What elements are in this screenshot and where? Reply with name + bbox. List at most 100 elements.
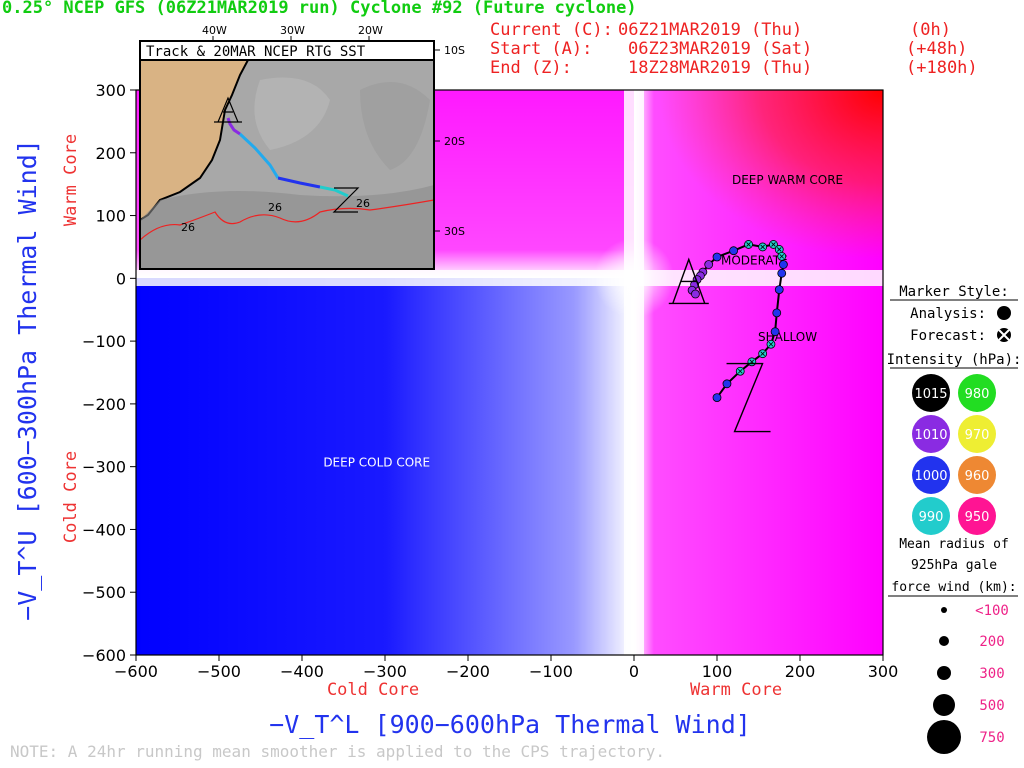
track-point <box>777 268 787 278</box>
y-ticks: 300 200 100 0 −100 −200 −300 −400 −500 −600 <box>82 81 136 665</box>
x-cold-core-label: Cold Core <box>327 680 419 700</box>
x-tick-label: 0 <box>629 662 639 681</box>
track-point <box>766 339 776 349</box>
y-tick-label: 0 <box>116 269 126 288</box>
legend-forecast-label: Forecast: <box>910 328 986 344</box>
radius-swatch-label: 500 <box>979 698 1004 714</box>
legend-radius-title-1: Mean radius of <box>899 537 1009 552</box>
x-ticks: −600 −500 −400 −300 −200 −100 0 100 200 300 <box>114 655 898 681</box>
track-point <box>779 260 788 269</box>
track-point <box>744 240 753 249</box>
legend-radius-title-2: 925hPa gale <box>911 558 997 573</box>
y-tick-label: −500 <box>82 583 126 602</box>
end-marker-Z <box>726 362 771 433</box>
x-tick-label: −500 <box>197 662 241 681</box>
legend-analysis-label: Analysis: <box>910 306 986 322</box>
y-axis-title: −V_T^U [600−300hPa Thermal Wind] <box>13 139 42 621</box>
sst-label-3: 26 <box>356 197 370 210</box>
radius-swatch: <100 <box>941 603 1009 619</box>
radius-swatch: 300 <box>937 666 1005 682</box>
y-tick-label: −300 <box>82 458 126 477</box>
intensity-swatch-label: 980 <box>965 387 990 402</box>
radius-swatch-label: 750 <box>979 730 1004 746</box>
cyclone-track <box>687 240 788 403</box>
end-value: 18Z28MAR2019 (Thu) <box>628 58 813 78</box>
x-tick-label: −400 <box>280 662 324 681</box>
radius-swatch: 750 <box>927 720 1005 754</box>
intensity-swatch: 950 <box>958 497 996 535</box>
intensity-swatch: 1010 <box>912 415 950 453</box>
track-point <box>691 289 700 299</box>
inset-lat-10s: 10S <box>444 44 465 57</box>
region-label: SHALLOW <box>758 330 817 344</box>
intensity-swatch: 1000 <box>912 456 950 494</box>
x-tick-label: 200 <box>785 662 816 681</box>
y-warm-core-label: Warm Core <box>61 134 81 226</box>
y-tick-label: 300 <box>95 81 126 100</box>
current-value: 06Z21MAR2019 (Thu) <box>618 20 803 40</box>
radius-swatch-label: <100 <box>975 603 1009 619</box>
track-point <box>758 242 768 252</box>
inset-lon-40w: 40W <box>202 24 227 37</box>
intensity-swatch-label: 1000 <box>914 469 947 484</box>
inset-lat-20s: 20S <box>444 135 465 148</box>
inset-lat-30s: 30S <box>444 225 465 238</box>
radius-swatch: 500 <box>933 694 1005 716</box>
inset-title: Track & 20MAR NCEP RTG SST <box>146 44 366 60</box>
x-tick-label: 300 <box>868 662 899 681</box>
start-offset: (+48h) <box>906 39 968 59</box>
y-tick-label: 200 <box>95 144 126 163</box>
start-label: Start (A): <box>490 39 593 59</box>
y-tick-label: 100 <box>95 207 126 226</box>
intensity-swatch: 970 <box>958 415 996 453</box>
y-tick-label: −100 <box>82 332 126 351</box>
region-label: MODERATE <box>721 254 788 268</box>
analysis-marker-icon <box>997 306 1011 320</box>
track-point <box>777 251 787 261</box>
x-warm-core-label: Warm Core <box>690 680 782 700</box>
x-tick-label: −100 <box>529 662 573 681</box>
inset-lon-30w: 30W <box>280 24 305 37</box>
region-label: DEEP WARM CORE <box>732 173 843 187</box>
sst-label-1: 26 <box>268 201 282 214</box>
intensity-swatch-label: 1015 <box>914 387 947 402</box>
chart-title: 0.25° NCEP GFS (06Z21MAR2019 run) Cyclon… <box>2 0 637 18</box>
start-marker-A <box>668 257 709 305</box>
track-point <box>758 349 768 359</box>
x-tick-label: −600 <box>114 662 158 681</box>
region-label: DEEP COLD CORE <box>323 456 430 470</box>
sst-label-2: 26 <box>181 221 195 234</box>
track-point <box>772 308 782 318</box>
intensity-swatch: 990 <box>912 497 950 535</box>
y-tick-label: −200 <box>82 395 126 414</box>
track-point <box>712 252 722 262</box>
x-tick-label: −200 <box>446 662 490 681</box>
start-end-markers <box>668 257 771 433</box>
intensity-swatch: 980 <box>958 374 996 412</box>
x-tick-label: −300 <box>363 662 407 681</box>
intensity-swatch-label: 960 <box>965 469 990 484</box>
track-point <box>704 260 714 269</box>
intensity-swatch-label: 970 <box>965 428 990 443</box>
legend-radius-title-3: force wind (km): <box>891 580 1016 595</box>
intensity-swatch-label: 950 <box>965 510 990 525</box>
y-cold-core-label: Cold Core <box>61 451 81 543</box>
track-point <box>729 246 738 256</box>
track-point <box>770 327 780 337</box>
current-label: Current (C): <box>490 20 613 40</box>
forecast-marker-icon <box>997 328 1011 342</box>
radius-swatch-label: 300 <box>979 666 1004 682</box>
track-point <box>735 366 745 376</box>
inset-lon-20w: 20W <box>358 24 383 37</box>
legend: Marker Style: Analysis: Forecast: Intens… <box>887 284 1021 754</box>
inset-map: 26 26 26 Track & 20MAR NCEP RTG SST 40W … <box>139 24 465 270</box>
end-offset: (+180h) <box>906 58 978 78</box>
smoother-note: NOTE: A 24hr running mean smoother is ap… <box>10 742 666 761</box>
start-value: 06Z23MAR2019 (Sat) <box>628 39 813 59</box>
radius-swatch-label: 200 <box>979 634 1004 650</box>
x-tick-label: 100 <box>702 662 733 681</box>
intensity-swatch: 1015 <box>912 374 950 412</box>
intensity-swatch: 960 <box>958 456 996 494</box>
radius-swatch: 200 <box>939 634 1005 650</box>
